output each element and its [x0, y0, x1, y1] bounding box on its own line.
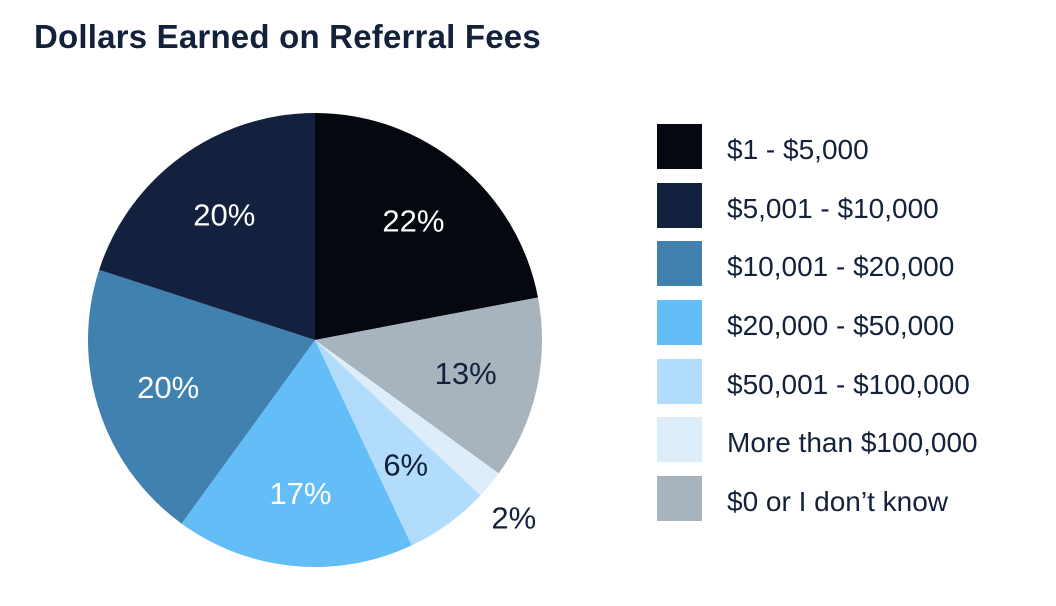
pie-slice	[99, 113, 315, 340]
legend-label: $20,000 - $50,000	[727, 310, 955, 342]
legend-swatch	[657, 300, 702, 346]
legend-swatch	[657, 476, 702, 522]
legend-swatch	[657, 241, 702, 287]
legend-label: More than $100,000	[727, 427, 978, 459]
pie-slice	[315, 297, 542, 474]
slice-value-label: 17%	[269, 476, 331, 511]
pie-slice	[87, 269, 316, 524]
legend-label: $50,001 - $100,000	[727, 368, 970, 400]
slice-value-label: 6%	[383, 447, 428, 482]
slice-value-label: 20%	[137, 370, 199, 405]
legend-swatch	[657, 182, 702, 228]
chart-title: Dollars Earned on Referral Fees	[34, 18, 541, 55]
legend-swatch	[657, 417, 702, 463]
slice-value-label: 2%	[491, 501, 536, 536]
legend-label: $5,001 - $10,000	[727, 192, 939, 224]
pie-slice	[315, 340, 481, 546]
pie-slice	[315, 340, 499, 496]
legend-label: $0 or I don’t know	[727, 486, 949, 518]
slice-value-label: 13%	[435, 356, 497, 391]
slice-value-label: 22%	[382, 204, 444, 239]
legend-swatch	[657, 124, 702, 169]
pie-slice	[181, 340, 412, 567]
legend-label: $1 - $5,000	[727, 134, 869, 165]
legend-label: $10,001 - $20,000	[727, 251, 955, 283]
slice-value-label: 20%	[193, 198, 255, 233]
pie-slice	[315, 113, 538, 340]
legend-swatch	[657, 358, 702, 404]
